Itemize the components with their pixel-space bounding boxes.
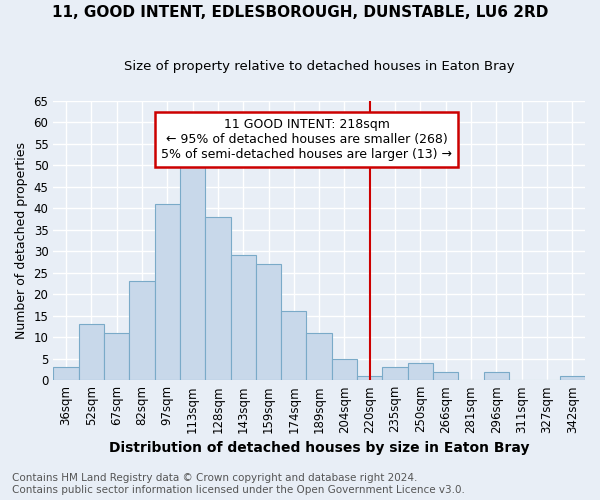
- Text: 11, GOOD INTENT, EDLESBOROUGH, DUNSTABLE, LU6 2RD: 11, GOOD INTENT, EDLESBOROUGH, DUNSTABLE…: [52, 5, 548, 20]
- Y-axis label: Number of detached properties: Number of detached properties: [15, 142, 28, 339]
- Bar: [281, 312, 307, 380]
- Bar: [357, 376, 382, 380]
- Bar: [560, 376, 585, 380]
- Bar: [205, 216, 230, 380]
- Bar: [155, 204, 180, 380]
- Bar: [433, 372, 458, 380]
- Bar: [484, 372, 509, 380]
- Bar: [129, 281, 155, 380]
- Bar: [53, 368, 79, 380]
- Bar: [382, 368, 408, 380]
- Bar: [307, 333, 332, 380]
- Bar: [256, 264, 281, 380]
- Text: 11 GOOD INTENT: 218sqm
← 95% of detached houses are smaller (268)
5% of semi-det: 11 GOOD INTENT: 218sqm ← 95% of detached…: [161, 118, 452, 161]
- Bar: [79, 324, 104, 380]
- Bar: [230, 256, 256, 380]
- Title: Size of property relative to detached houses in Eaton Bray: Size of property relative to detached ho…: [124, 60, 514, 73]
- Bar: [332, 358, 357, 380]
- Bar: [408, 363, 433, 380]
- X-axis label: Distribution of detached houses by size in Eaton Bray: Distribution of detached houses by size …: [109, 441, 529, 455]
- Text: Contains HM Land Registry data © Crown copyright and database right 2024.
Contai: Contains HM Land Registry data © Crown c…: [12, 474, 465, 495]
- Bar: [180, 156, 205, 380]
- Bar: [104, 333, 129, 380]
